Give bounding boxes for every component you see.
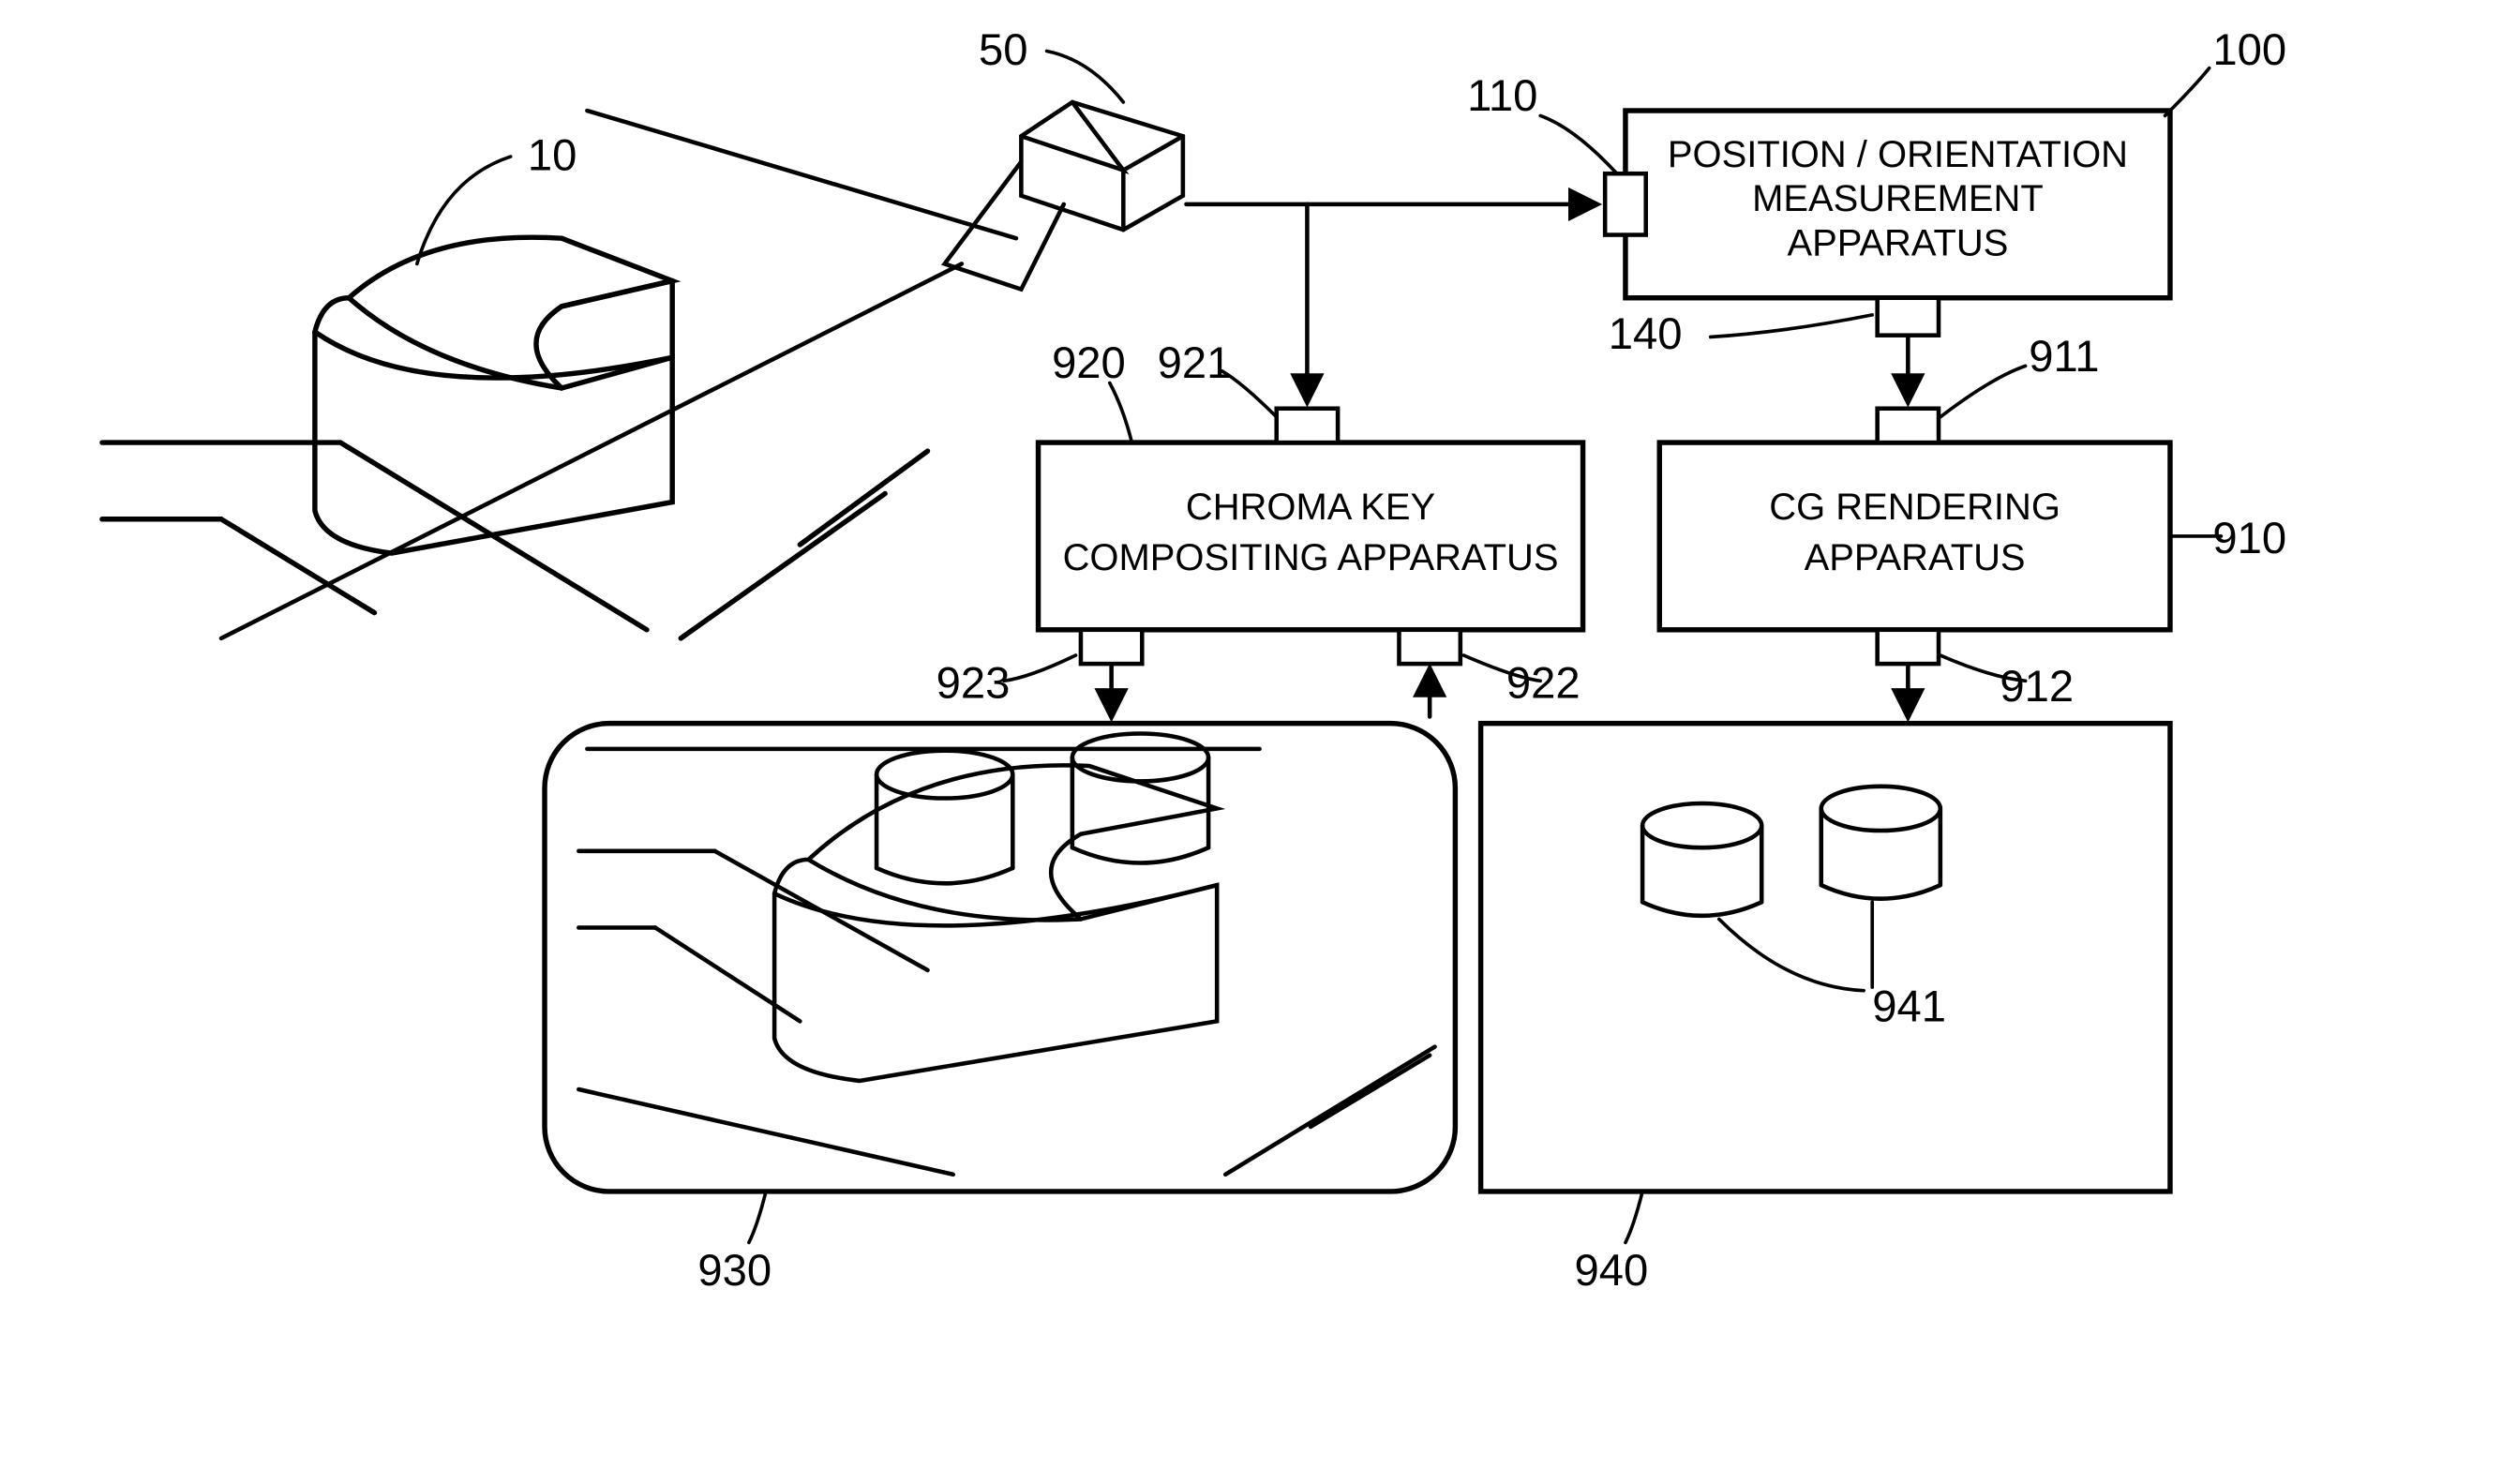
- port-921: [1277, 409, 1338, 442]
- monitor-cg: [1481, 724, 2170, 1192]
- scene-sketch: [102, 237, 928, 638]
- port-923: [1081, 630, 1142, 664]
- ref-label-10: 10: [528, 131, 577, 181]
- block-920-line2: COMPOSITING APPARATUS: [1063, 537, 1559, 578]
- leader-911: [1940, 366, 2026, 416]
- ref-label-921: 921: [1158, 338, 1232, 388]
- ref-label-920: 920: [1052, 338, 1126, 388]
- leader-110: [1540, 115, 1617, 173]
- ref-label-50: 50: [979, 25, 1028, 75]
- ref-label-911: 911: [2029, 332, 2099, 382]
- port-911: [1878, 409, 1939, 442]
- leader-920: [1110, 383, 1132, 443]
- ref-label-910: 910: [2212, 514, 2286, 563]
- port-140: [1878, 298, 1939, 336]
- block-910-line1: CG RENDERING: [1769, 487, 2060, 528]
- ref-label-940: 940: [1574, 1246, 1648, 1296]
- ref-label-930: 930: [697, 1246, 772, 1296]
- ref-label-941: 941: [1872, 982, 1946, 1031]
- leader-50: [1047, 51, 1124, 101]
- block-chroma-key: [1039, 442, 1583, 630]
- ref-label-100: 100: [2212, 25, 2286, 75]
- block-910-line2: APPARATUS: [1805, 537, 2026, 578]
- block-100-line1: POSITION / ORIENTATION: [1668, 134, 2128, 175]
- block-100-line3: APPARATUS: [1787, 222, 2008, 263]
- ref-label-912: 912: [2000, 662, 2074, 712]
- ref-label-922: 922: [1506, 658, 1581, 708]
- block-100-line2: MEASUREMENT: [1752, 178, 2044, 219]
- leader-930: [749, 1192, 766, 1242]
- leader-923: [1004, 655, 1075, 681]
- ref-label-140: 140: [1609, 309, 1683, 359]
- port-912: [1878, 630, 1939, 664]
- block-cg-rendering: [1659, 442, 2170, 630]
- block-920-line1: CHROMA KEY: [1186, 487, 1435, 528]
- port-922: [1399, 630, 1460, 664]
- leader-140: [1711, 315, 1872, 337]
- ref-label-923: 923: [936, 658, 1011, 708]
- leader-10: [417, 157, 511, 263]
- ref-label-110: 110: [1467, 71, 1537, 121]
- leader-100: [2165, 68, 2210, 116]
- leader-940: [1626, 1192, 1642, 1242]
- port-110: [1605, 173, 1646, 234]
